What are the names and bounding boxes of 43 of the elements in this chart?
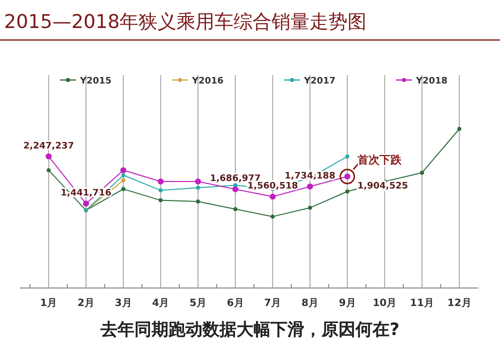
point [233,207,238,212]
x-tick-label: 4月 [152,298,170,309]
chart-title: 2015—2018年狭义乘用车综合销量走势图 [4,11,367,33]
point [46,168,51,172]
point [83,200,89,207]
legend-label: Y2015 [79,76,112,86]
annotation: 首次下跌 [356,153,402,166]
point [121,173,126,178]
point [121,178,126,182]
point [46,153,52,160]
x-tick-label: 10月 [372,298,397,309]
point [158,178,164,185]
point [196,186,200,190]
point [270,214,275,219]
x-tick-label: 6月 [226,298,244,309]
x-tick-label: 7月 [264,298,282,309]
point [158,198,163,202]
x-tick-label: 11月 [410,298,434,309]
point [270,194,276,200]
x-tick-label: 12月 [447,298,472,309]
x-tick-label: 2月 [78,298,94,309]
x-tick-label: 9月 [338,298,356,309]
point [121,187,126,192]
point [308,206,312,210]
point [345,190,350,194]
legend-label: Y2016 [191,76,224,86]
text: 去年同期跑动数据大幅下滑，原因何在? [100,320,400,340]
x-tick-label: 1月 [40,298,58,309]
point [420,170,424,175]
x-tick-label: 5月 [190,298,206,309]
x-tick-label: 8月 [302,298,318,309]
point [195,178,201,185]
point [158,188,163,192]
point [345,154,350,158]
point [196,200,200,204]
point [232,186,238,192]
legend-label: Y2017 [303,76,336,86]
point [120,167,126,174]
data-label: 2,247,237 [23,141,74,152]
legend-label: Y2018 [415,76,448,86]
x-tick-label: 3月 [114,298,132,309]
point [457,126,462,131]
point [307,183,313,190]
